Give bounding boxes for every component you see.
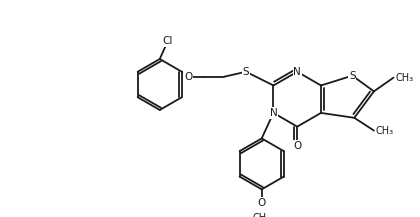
Text: Cl: Cl <box>163 36 173 46</box>
Text: N: N <box>270 108 277 118</box>
Text: O: O <box>293 141 301 151</box>
Text: S: S <box>349 71 356 81</box>
Text: CH₃: CH₃ <box>253 213 271 217</box>
Text: O: O <box>184 72 192 82</box>
Text: O: O <box>257 198 266 208</box>
Text: CH₃: CH₃ <box>376 126 394 136</box>
Text: CH₃: CH₃ <box>396 73 414 83</box>
Text: S: S <box>243 67 249 77</box>
Text: N: N <box>293 67 301 77</box>
